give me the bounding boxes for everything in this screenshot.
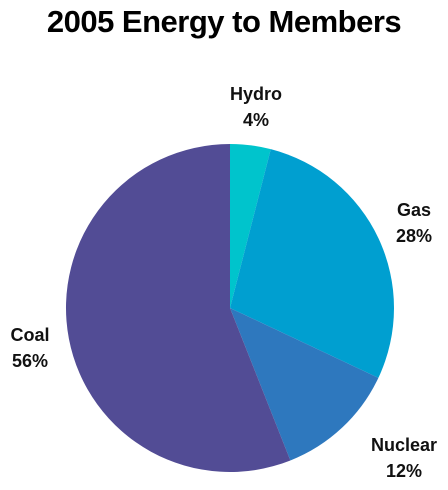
pie-slice-hydro: [230, 144, 271, 308]
slice-value-nuclear: 12%: [386, 461, 422, 481]
pie-slice-coal: [65, 144, 291, 472]
slice-value-coal: 56%: [12, 351, 48, 371]
pie-slice-gas: [230, 149, 395, 378]
slice-label-nuclear: Nuclear: [371, 435, 437, 455]
slice-label-hydro: Hydro: [230, 84, 282, 104]
pie-slices: [65, 144, 395, 472]
slice-label-gas: Gas: [397, 200, 431, 220]
chart-title: 2005 Energy to Members: [46, 4, 402, 39]
slice-label-coal: Coal: [10, 325, 49, 345]
slice-value-gas: 28%: [396, 226, 432, 246]
pie-slice-nuclear: [230, 308, 379, 461]
pie-labels: Hydro 4% Gas 28% Nuclear 12% Coal 56%: [10, 84, 437, 481]
slice-value-hydro: 4%: [243, 110, 269, 130]
